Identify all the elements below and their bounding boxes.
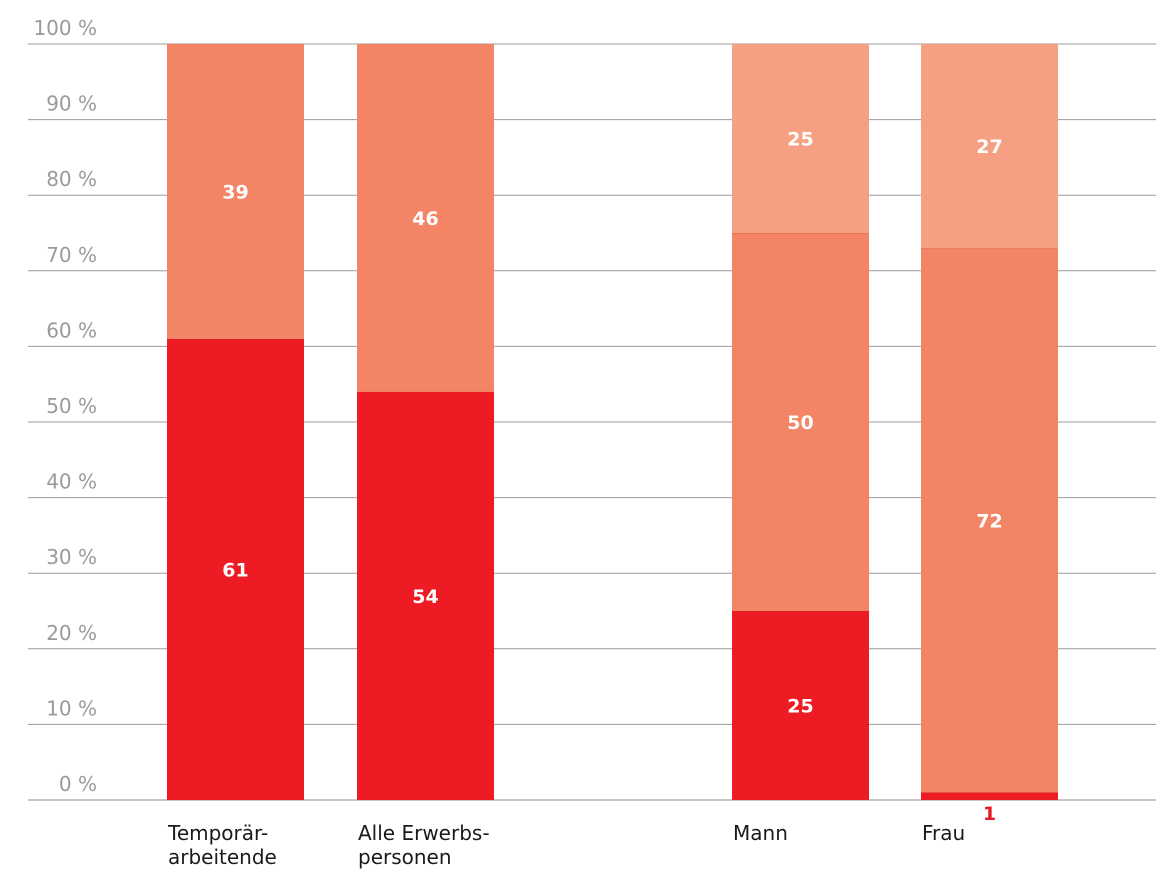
data-label: 25 [787, 696, 813, 718]
y-tick-label: 70 % [46, 243, 97, 267]
data-label: 39 [222, 181, 248, 203]
bar-segment [921, 44, 1058, 249]
bar-segment [732, 611, 869, 800]
x-tick-label-line: Alle Erwerbs- [358, 821, 490, 845]
bar-segment [732, 233, 869, 611]
bar-segment [357, 391, 494, 800]
y-tick-label: 60 % [46, 318, 97, 342]
x-tick-label: Alle Erwerbs-personen [358, 821, 490, 869]
x-tick-label: Temporär-arbeitende [167, 821, 277, 869]
x-tick-label-line: arbeitende [168, 845, 277, 869]
bar-segment [921, 248, 1058, 793]
x-tick-label: Mann [733, 821, 788, 845]
data-label: 1 [983, 803, 996, 825]
y-tick-label: 40 % [46, 470, 97, 494]
data-label: 72 [976, 510, 1002, 532]
y-tick-label: 50 % [46, 394, 97, 418]
x-tick-label-line: Mann [733, 821, 788, 845]
data-label: 46 [412, 208, 438, 230]
x-tick-label: Frau [922, 821, 965, 845]
x-tick-label-line: Temporär- [167, 821, 268, 845]
bar-segment [167, 44, 304, 339]
x-tick-label-line: Frau [922, 821, 965, 845]
bar-segment [167, 338, 304, 800]
data-label: 27 [976, 136, 1002, 158]
y-tick-label: 30 % [46, 545, 97, 569]
bar-segment [921, 792, 1058, 800]
y-tick-label: 90 % [46, 92, 97, 116]
data-label: 61 [222, 559, 248, 581]
y-tick-label: 0 % [59, 772, 97, 796]
bar-segment [732, 44, 869, 233]
data-label: 50 [787, 412, 813, 434]
bar-segment [357, 44, 494, 392]
data-label: 54 [412, 586, 438, 608]
data-label: 25 [787, 129, 813, 151]
y-tick-label: 20 % [46, 621, 97, 645]
y-tick-label: 100 % [33, 16, 97, 40]
x-tick-label-line: personen [358, 845, 452, 869]
y-tick-label: 10 % [46, 696, 97, 720]
y-tick-label: 80 % [46, 167, 97, 191]
